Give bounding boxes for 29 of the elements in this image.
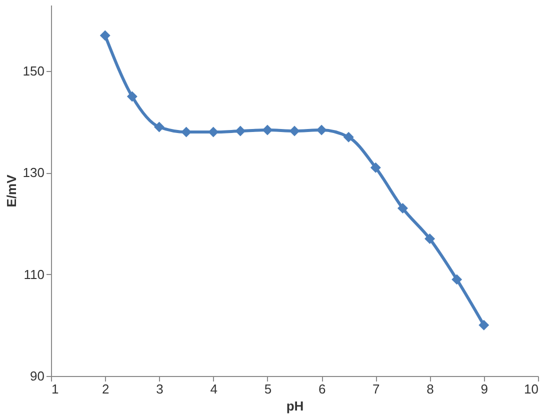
y-tick-label: 130 — [22, 165, 44, 180]
point — [126, 91, 138, 102]
point — [397, 203, 408, 214]
point — [154, 122, 164, 132]
x-tick-label: 3 — [156, 382, 164, 396]
x-tick-label: 7 — [372, 382, 380, 396]
point — [343, 132, 354, 142]
point — [235, 126, 246, 136]
y-tick-label: 90 — [30, 368, 44, 384]
point — [289, 126, 300, 136]
x-tick-label: 5 — [264, 382, 272, 396]
point — [316, 124, 327, 136]
y-tick-label: 150 — [22, 64, 44, 79]
x-tick-label: 10 — [524, 382, 538, 396]
point — [478, 320, 490, 330]
x-tick-label: 6 — [318, 382, 326, 396]
point — [100, 30, 110, 41]
point — [452, 274, 462, 285]
x-tick-label: 4 — [210, 382, 218, 396]
point — [262, 124, 273, 136]
point — [370, 162, 381, 173]
x-tick-label: 9 — [480, 382, 488, 396]
x-tick-label: 8 — [426, 382, 434, 396]
x-axis-title: pH — [286, 398, 304, 414]
x-tick-label: 2 — [102, 382, 110, 396]
y-tick-label: 110 — [24, 266, 44, 282]
y-axis-title: E/mV — [4, 174, 19, 208]
point — [424, 234, 436, 244]
x-tick-label: 1 — [52, 382, 59, 396]
